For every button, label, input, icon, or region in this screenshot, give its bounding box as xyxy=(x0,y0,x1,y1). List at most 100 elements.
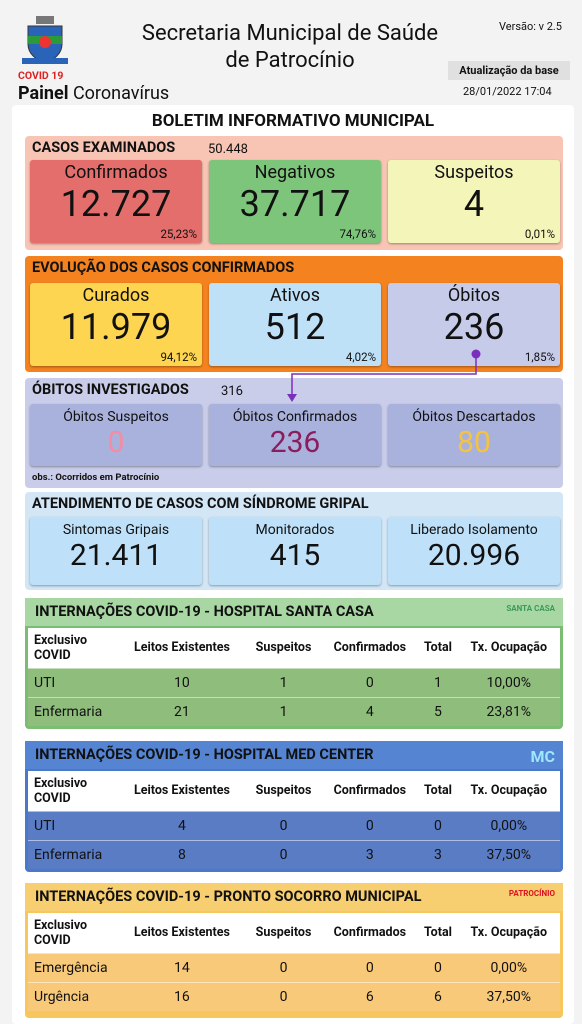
table-header-cell: Confirmados xyxy=(321,913,419,953)
card-percent: 0,01% xyxy=(524,227,555,241)
card-percent: 25,23% xyxy=(160,227,197,241)
card-label: Sintomas Gripais xyxy=(62,522,170,538)
stat-card: Liberado Isolamento 20.996 xyxy=(388,517,560,585)
table-cell: 10,00% xyxy=(457,667,560,697)
card-value: 4 xyxy=(463,183,485,225)
panel-bold: Painel xyxy=(18,83,69,104)
card-value: 0 xyxy=(107,425,125,460)
table-header-cell: Suspeitos xyxy=(245,913,322,953)
card-value: 80 xyxy=(457,425,491,460)
table-header-cell: Leitos Existentes xyxy=(118,628,246,668)
stat-card: Confirmados 12.727 25,23% xyxy=(30,160,202,243)
hospital-logo: SANTA CASA xyxy=(506,604,555,613)
card-label: Confirmados xyxy=(64,162,168,183)
card-percent: 1,85% xyxy=(524,350,555,364)
table-cell: 14 xyxy=(118,952,246,982)
table-cell: 23,81% xyxy=(457,696,560,726)
table-header-row: Exclusivo COVID Leitos Existentes Suspeito… xyxy=(28,771,560,811)
stat-card: Suspeitos 4 0,01% xyxy=(388,160,560,243)
table-row: UTI 4 0 0 0 0,00% xyxy=(28,810,560,840)
card-label: Monitorados xyxy=(255,522,335,538)
table-cell: 16 xyxy=(118,981,246,1011)
stat-card: Monitorados 415 xyxy=(209,517,381,585)
table-row: Enfermaria 21 1 4 5 23,81% xyxy=(28,696,560,726)
table-header-cell: Suspeitos xyxy=(245,771,322,811)
card-label: Ativos xyxy=(269,285,320,306)
stat-card: Óbitos Confirmados 236 xyxy=(209,404,381,466)
card-label: Óbitos Suspeitos xyxy=(63,409,169,425)
card-value: 21.411 xyxy=(69,538,163,573)
table-cell: 3 xyxy=(418,839,458,869)
bulletin-title: BOLETIM INFORMATIVO MUNICIPAL xyxy=(151,111,435,131)
note: obs.: Ocorridos em Patrocínio xyxy=(32,472,160,483)
title-line: Secretaria Municipal de Saúde xyxy=(141,21,439,46)
table-row: Enfermaria 8 0 3 3 37,50% xyxy=(28,839,560,869)
table-header-cell: Leitos Existentes xyxy=(118,913,246,953)
table-cell: 0,00% xyxy=(457,810,560,840)
hospital-logo: PATROCÍNIO xyxy=(508,889,555,898)
table-header-cell: Tx. Ocupação xyxy=(457,771,560,811)
table-cell: 3 xyxy=(321,839,419,869)
card-label: Suspeitos xyxy=(434,162,514,183)
table-row: Urgência 16 0 6 6 37,50% xyxy=(28,981,560,1011)
card-label: Curados xyxy=(82,285,150,306)
card-value: 236 xyxy=(269,425,321,460)
table-cell: 5 xyxy=(418,696,458,726)
table-cell: Enfermaria xyxy=(28,696,118,726)
card-value: 512 xyxy=(264,306,326,348)
table-header-cell: Exclusivo COVID xyxy=(28,913,118,953)
table-cell: 0 xyxy=(321,667,419,697)
table-cell: 0 xyxy=(418,810,458,840)
table-header-cell: Confirmados xyxy=(321,771,419,811)
table-header-cell: Leitos Existentes xyxy=(118,771,246,811)
table-header-cell: Suspeitos xyxy=(245,628,322,668)
stat-card: Curados 11.979 94,12% xyxy=(30,283,202,366)
section-title: EVOLUÇÃO DOS CASOS CONFIRMADOS xyxy=(32,259,295,276)
hospital-table: Exclusivo COVID Leitos Existentes Suspeito… xyxy=(28,628,560,726)
section-title: ÓBITOS INVESTIGADOS xyxy=(32,381,189,398)
table-cell: 8 xyxy=(118,839,246,869)
update-label: Atualização da base xyxy=(448,61,570,80)
table-cell: 4 xyxy=(118,810,246,840)
table-cell: 0 xyxy=(245,839,322,869)
table-cell: 0 xyxy=(245,952,322,982)
card-label: Negativos xyxy=(254,162,336,183)
table-cell: 4 xyxy=(321,696,419,726)
table-cell: 10 xyxy=(118,667,246,697)
section-syndrome: ATENDIMENTO DE CASOS COM SÍNDROME GRIPAL… xyxy=(25,492,563,590)
table-row: UTI 10 1 0 1 10,00% xyxy=(28,667,560,697)
table-header-cell: Total xyxy=(418,771,458,811)
table-cell: UTI xyxy=(28,810,118,840)
section-total: 316 xyxy=(221,384,243,399)
stat-card: Óbitos Suspeitos 0 xyxy=(30,404,202,466)
table-cell: 1 xyxy=(245,696,322,726)
table-cell: UTI xyxy=(28,667,118,697)
card-percent: 4,02% xyxy=(345,350,376,364)
hospital-table: Exclusivo COVID Leitos Existentes Suspeito… xyxy=(28,913,560,1011)
table-header-row: Exclusivo COVID Leitos Existentes Suspeito… xyxy=(28,913,560,953)
hospital-section: INTERNAÇÕES COVID-19 - HOSPITAL MED CENT… xyxy=(25,741,563,872)
table-cell: Urgência xyxy=(28,981,118,1011)
table-cell: 0,00% xyxy=(457,952,560,982)
coat-of-arms-icon xyxy=(22,16,68,64)
table-cell: 0 xyxy=(245,981,322,1011)
update-date: 28/01/2022 17:04 xyxy=(463,85,552,98)
section-evolution: EVOLUÇÃO DOS CASOS CONFIRMADOS Curados 11.… xyxy=(25,256,563,372)
coat-of-arms xyxy=(22,16,68,68)
table-cell: Emergência xyxy=(28,952,118,982)
card-label: Óbitos Confirmados xyxy=(232,409,358,425)
card-label: Óbitos Descartados xyxy=(412,409,536,425)
table-header-cell: Total xyxy=(418,913,458,953)
title-line: de Patrocínio xyxy=(225,48,355,73)
table-header-cell: Exclusivo COVID xyxy=(28,771,118,811)
card-value: 415 xyxy=(269,538,321,573)
section-title: ATENDIMENTO DE CASOS COM SÍNDROME GRIPAL xyxy=(32,495,369,512)
app-title: Secretaria Municipal de Saúde de Patrocín… xyxy=(100,20,480,74)
hospital-section: INTERNAÇÕES COVID-19 - HOSPITAL SANTA CA… xyxy=(25,598,563,729)
card-label: Óbitos xyxy=(447,285,501,306)
card-value: 20.996 xyxy=(427,538,521,573)
table-cell: 37,50% xyxy=(457,839,560,869)
hospital-section: INTERNAÇÕES COVID-19 - PRONTO SOCORRO MU… xyxy=(25,883,563,1018)
table-cell: 0 xyxy=(321,952,419,982)
table-header-cell: Tx. Ocupação xyxy=(457,628,560,668)
